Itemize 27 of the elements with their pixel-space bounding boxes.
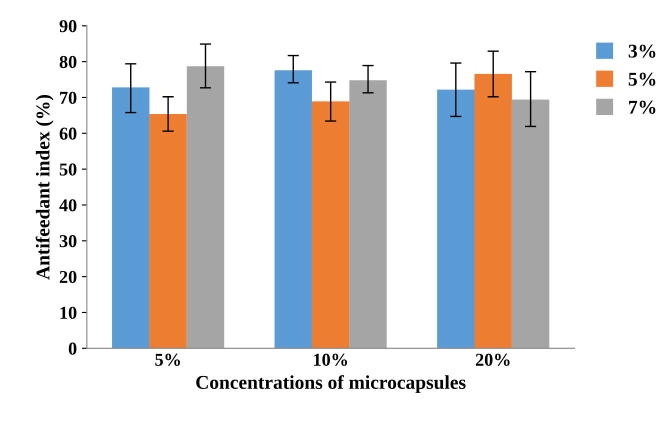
- bar: [274, 70, 312, 348]
- y-axis-title: Antifeedant index (%): [36, 95, 54, 280]
- y-tick-label: 10: [60, 306, 76, 319]
- legend-label: 5%: [628, 72, 656, 86]
- y-tick-label: 0: [68, 342, 76, 355]
- legend-label: 3%: [628, 44, 656, 58]
- y-tick-label: 80: [60, 56, 76, 68]
- bar: [112, 87, 150, 348]
- x-tick-label: 10%: [314, 354, 348, 366]
- bar: [512, 100, 550, 348]
- y-tick-label: 90: [60, 20, 76, 32]
- bar: [186, 66, 224, 348]
- x-tick-label: 5%: [155, 354, 180, 366]
- x-axis-title: Concentrations of microcapsules: [196, 375, 466, 393]
- y-tick-label: 60: [60, 128, 76, 140]
- bar: [149, 114, 187, 348]
- legend-label: 7%: [629, 100, 656, 114]
- bar: [349, 80, 387, 348]
- y-tick-label: 50: [60, 163, 76, 176]
- y-tick-label: 20: [60, 270, 76, 284]
- x-tick-label: 20%: [476, 354, 510, 366]
- bar: [437, 90, 475, 348]
- y-tick-label: 40: [59, 199, 76, 212]
- y-tick-label: 70: [60, 92, 76, 104]
- y-tick-label: 30: [60, 235, 76, 248]
- bar: [474, 74, 512, 348]
- bar: [312, 101, 350, 348]
